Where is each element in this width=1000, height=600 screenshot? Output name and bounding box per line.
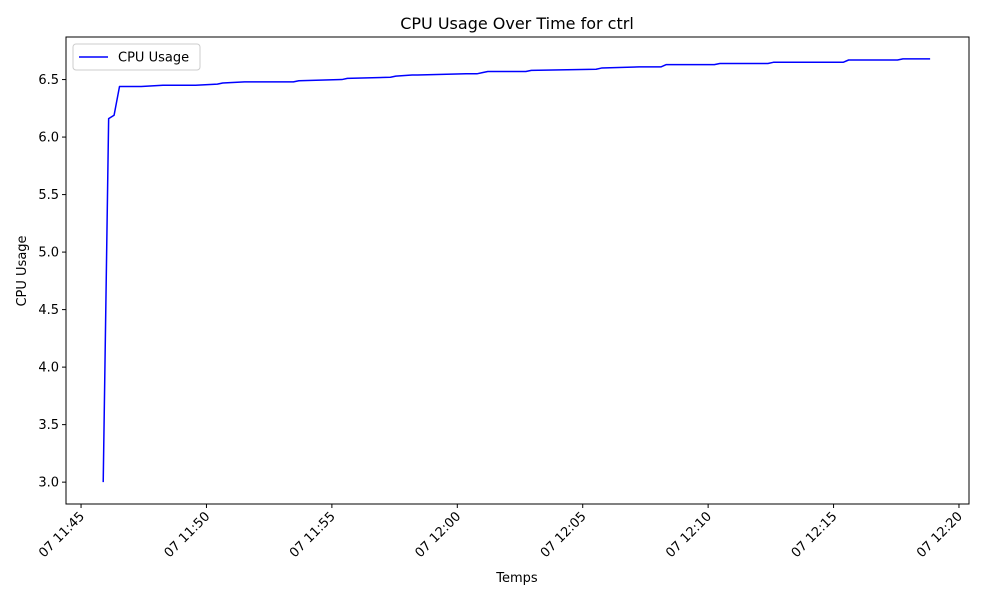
plot-area	[65, 36, 970, 505]
y-tick-label: 4.0	[38, 361, 59, 376]
x-tick-label: 07 12:00	[412, 509, 464, 561]
x-tick-label: 07 12:05	[538, 509, 590, 561]
legend-label-cpu-usage: CPU Usage	[118, 51, 189, 66]
y-tick-label: 3.5	[38, 418, 59, 433]
y-axis-label: CPU Usage	[15, 235, 30, 306]
y-tick-label: 3.0	[38, 476, 59, 491]
x-tick-label: 07 12:10	[663, 509, 715, 561]
x-tick-label: 07 11:55	[287, 509, 339, 561]
x-tick-label: 07 11:45	[36, 509, 88, 561]
x-axis-label: Temps	[495, 571, 538, 586]
series-line-cpu-usage	[102, 58, 931, 483]
plot-frame	[65, 36, 970, 505]
chart-title: CPU Usage Over Time for ctrl	[400, 14, 634, 33]
y-tick-label: 5.0	[38, 246, 59, 261]
x-axis: 07 11:45 07 11:50 07 11:55 07 12:00 07 12:05…	[36, 504, 966, 561]
legend: CPU Usage	[72, 43, 201, 71]
y-tick-label: 6.0	[38, 131, 59, 146]
y-tick-label: 5.5	[38, 188, 59, 203]
y-tick-label: 6.5	[38, 73, 59, 88]
y-tick-label: 4.5	[38, 303, 59, 318]
x-tick-label: 07 12:20	[914, 509, 966, 561]
y-axis: 3.0 3.5 4.0 4.5 5.0 5.5 6.0 6.5	[38, 73, 66, 491]
x-tick-label: 07 11:50	[162, 509, 214, 561]
legend-box	[72, 43, 201, 71]
x-tick-label: 07 12:15	[789, 509, 841, 561]
